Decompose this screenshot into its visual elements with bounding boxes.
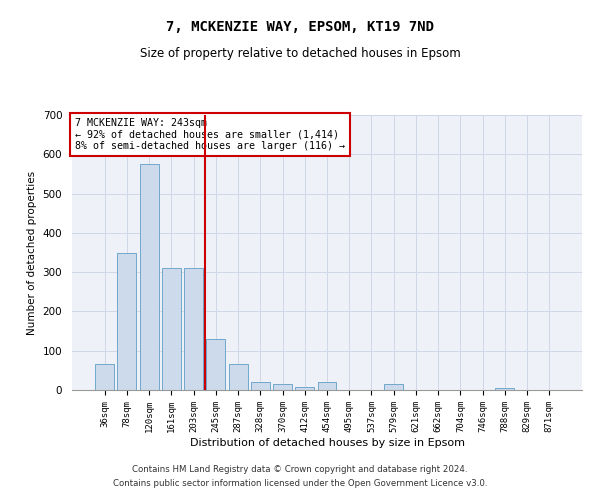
Bar [229,364,248,390]
Bar [251,382,270,390]
Bar [273,384,292,390]
Bar [206,339,225,390]
Bar [140,164,158,390]
Text: Size of property relative to detached houses in Epsom: Size of property relative to detached ho… [140,48,460,60]
Bar [162,268,181,390]
Bar [118,252,136,390]
Text: 7, MCKENZIE WAY, EPSOM, KT19 7ND: 7, MCKENZIE WAY, EPSOM, KT19 7ND [166,20,434,34]
Bar [295,387,314,390]
Y-axis label: Number of detached properties: Number of detached properties [27,170,37,334]
X-axis label: Distribution of detached houses by size in Epsom: Distribution of detached houses by size … [190,438,464,448]
Bar [496,388,514,390]
Text: 7 MCKENZIE WAY: 243sqm
← 92% of detached houses are smaller (1,414)
8% of semi-d: 7 MCKENZIE WAY: 243sqm ← 92% of detached… [74,118,344,151]
Bar [184,268,203,390]
Bar [95,364,114,390]
Bar [384,384,403,390]
Bar [317,382,337,390]
Text: Contains HM Land Registry data © Crown copyright and database right 2024.
Contai: Contains HM Land Registry data © Crown c… [113,466,487,487]
